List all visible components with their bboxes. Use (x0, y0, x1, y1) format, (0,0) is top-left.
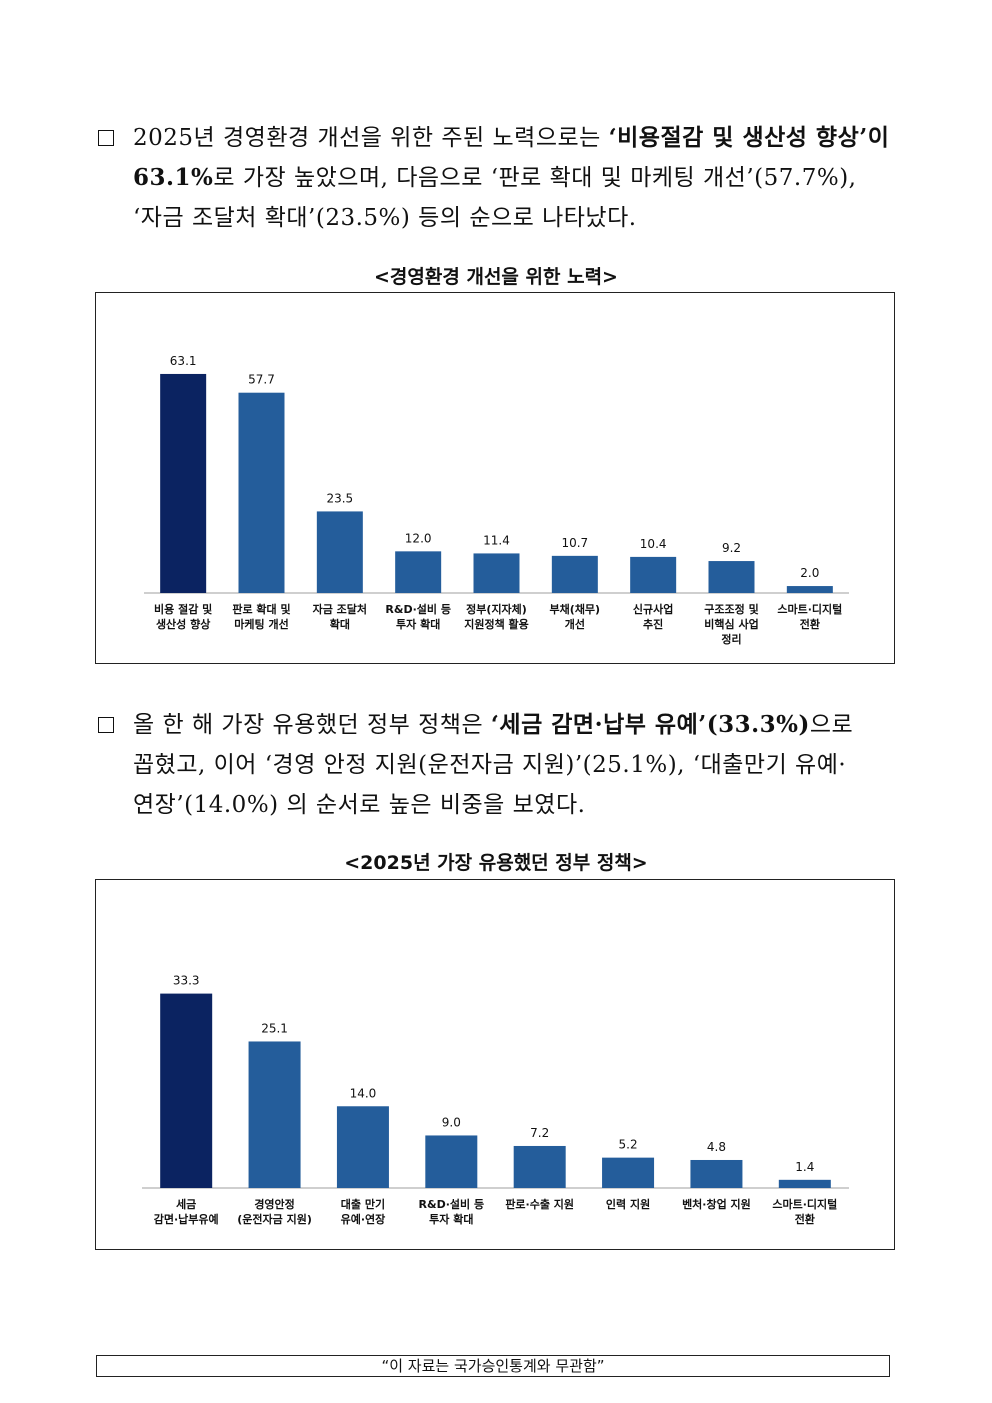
data-label: 63.1 (170, 354, 197, 368)
bar (425, 1135, 478, 1188)
category-label: 대출 만기 (341, 1197, 385, 1211)
data-label: 25.1 (261, 1021, 288, 1035)
category-label: 개선 (565, 617, 585, 631)
category-label: 정부(지자체) (466, 602, 527, 616)
category-label: 유예·연장 (341, 1212, 386, 1226)
category-label: 마케팅 개선 (234, 617, 288, 631)
chart-1-caption: <경영환경 개선을 위한 노력> (374, 266, 618, 288)
data-label: 10.4 (640, 537, 667, 551)
category-label: 지원정책 활용 (464, 617, 529, 631)
bold-text: ‘세금 감면·납부 유예’(33.3%) (490, 711, 810, 738)
category-label: 투자 확대 (396, 617, 440, 631)
category-label: 판로·수출 지원 (505, 1197, 574, 1211)
text: 로 가장 높았으며, 다음으로 ‘판로 확대 및 마케팅 개선’(57.7%), (213, 165, 857, 191)
chart-2: 33.3 세금 감면·납부유예 25.1 경영안정 (운전자금 지원) 14.0 대출 만기 유… (95, 879, 895, 1250)
text: 연장’(14.0%) 의 순서로 높은 비중을 보였다. (133, 792, 586, 818)
category-label: 경영안정 (254, 1197, 294, 1211)
data-label: 9.2 (722, 541, 741, 555)
bar (160, 373, 207, 593)
bar (248, 1041, 301, 1188)
data-label: 33.3 (173, 974, 200, 988)
bar (708, 561, 755, 593)
data-label: 11.4 (483, 533, 510, 547)
category-label: 스마트·디지털 (772, 1197, 837, 1211)
bar (160, 993, 213, 1188)
bar (238, 392, 285, 593)
bar (778, 1179, 831, 1188)
category-label: 생산성 향상 (156, 617, 210, 631)
category-label: 구조조정 및 (704, 602, 758, 616)
category-label: 신규사업 (633, 602, 673, 616)
category-label: R&D·설비 등 (419, 1197, 485, 1211)
bar (630, 556, 677, 593)
bar (690, 1159, 743, 1188)
data-label: 57.7 (248, 373, 275, 387)
data-label: 4.8 (707, 1140, 726, 1154)
chart-1: 63.1 비용 절감 및 생산성 향상 57.7 판로 확대 및 마케팅 개선 23.5 자금… (95, 292, 895, 664)
category-label: 벤처·창업 지원 (682, 1197, 751, 1211)
bold-text: ‘비용절감 및 생산성 향상’이 (608, 124, 890, 151)
category-label: 정리 (721, 632, 741, 646)
category-label: 판로 확대 및 (232, 602, 290, 616)
category-label: 부채(채무) (550, 602, 601, 616)
category-label: 자금 조달처 (313, 602, 367, 616)
data-label: 10.7 (561, 536, 588, 550)
category-label: 비핵심 사업 (704, 617, 758, 631)
data-label: 1.4 (795, 1160, 814, 1174)
category-label: 비용 절감 및 (154, 602, 212, 616)
bar (786, 586, 833, 593)
bar (602, 1157, 655, 1188)
category-label: 인력 지원 (606, 1197, 650, 1211)
text: ‘자금 조달처 확대’(23.5%) 등의 순으로 나타났다. (133, 205, 637, 231)
category-label: 세금 (176, 1197, 196, 1211)
disclaimer-footer: “이 자료는 국가승인통계와 무관함” (96, 1355, 890, 1377)
category-label: 감면·납부유예 (154, 1212, 219, 1226)
bar (316, 511, 363, 593)
category-label: 전환 (800, 617, 820, 631)
checkbox-bullet-icon (98, 130, 114, 146)
category-label: 스마트·디지털 (777, 602, 842, 616)
text: 꼽혔고, 이어 ‘경영 안정 지원(운전자금 지원)’(25.1%), ‘대출만… (133, 752, 847, 778)
chart-2-caption: <2025년 가장 유용했던 정부 정책> (344, 852, 648, 874)
category-label: 추진 (643, 617, 663, 631)
bar (395, 551, 442, 593)
text: 으로 (809, 712, 854, 738)
data-label: 12.0 (405, 531, 432, 545)
checkbox-bullet-icon (98, 717, 114, 733)
bar (551, 555, 598, 593)
text: 2025년 경영환경 개선을 위한 주된 노력으로는 (133, 125, 609, 151)
category-label: R&D·설비 등 (385, 602, 451, 616)
bold-text: 63.1% (133, 164, 214, 191)
data-label: 23.5 (326, 491, 353, 505)
text: 올 한 해 가장 유용했던 정부 정책은 (133, 712, 491, 738)
data-label: 7.2 (530, 1126, 549, 1140)
data-label: 5.2 (619, 1138, 638, 1152)
category-label: (운전자금 지원) (237, 1212, 312, 1226)
data-label: 14.0 (350, 1086, 377, 1100)
category-label: 전환 (795, 1212, 815, 1226)
bar (336, 1106, 389, 1188)
bar (473, 553, 520, 593)
data-label: 9.0 (442, 1115, 461, 1129)
category-label: 투자 확대 (429, 1212, 473, 1226)
bar (513, 1145, 566, 1188)
category-label: 확대 (330, 617, 350, 631)
data-label: 2.0 (800, 566, 819, 580)
